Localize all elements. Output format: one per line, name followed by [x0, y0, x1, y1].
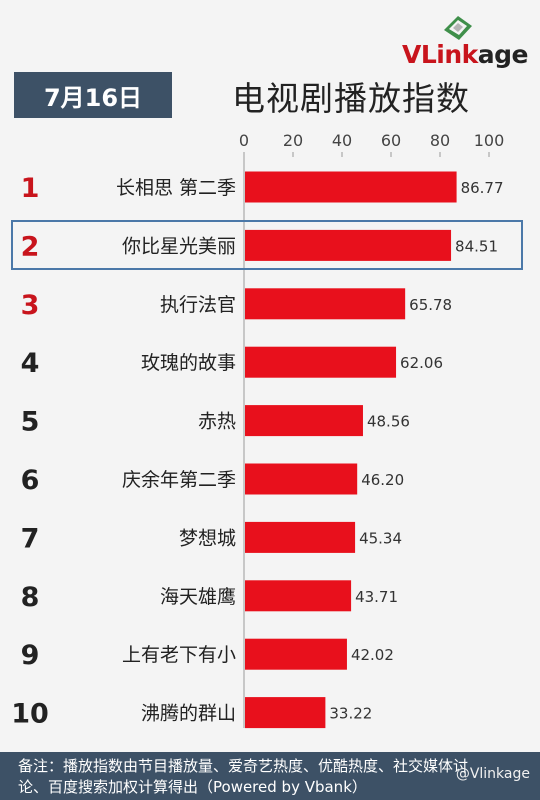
rank-number: 4 [21, 348, 40, 379]
value-label: 45.34 [359, 529, 402, 547]
bar [245, 171, 457, 203]
bar [245, 521, 356, 553]
x-tick-label: 0 [239, 131, 249, 150]
bar [245, 346, 397, 378]
value-label: 46.20 [361, 471, 404, 489]
chart-title: 电视剧播放指数 [232, 79, 470, 118]
x-tick-label: 100 [474, 131, 505, 150]
date-badge: 7月16日 [14, 72, 172, 118]
value-label: 84.51 [455, 237, 498, 255]
bar-chart: 0 20 40 60 80 100 1 长相思 第二季 86.77 2 你比星光美丽 84.51 3 执行… [11, 131, 505, 730]
logo-text: VLinkage [401, 40, 529, 69]
category-label: 海天雄鹰 [160, 586, 236, 608]
value-label: 65.78 [409, 296, 452, 314]
rank-number: 3 [21, 290, 40, 321]
rank-number: 5 [21, 407, 40, 438]
rank-number: 9 [21, 640, 40, 671]
bar [245, 288, 406, 320]
bar [245, 697, 326, 729]
category-label: 长相思 第二季 [116, 177, 236, 199]
category-label: 玫瑰的故事 [141, 352, 236, 374]
category-label: 上有老下有小 [122, 644, 236, 666]
category-label: 执行法官 [160, 294, 236, 316]
bar [245, 405, 363, 437]
value-label: 62.06 [400, 354, 443, 372]
rank-number: 6 [21, 465, 40, 496]
footnote-line-1: 备注：播放指数由节目播放量、爱奇艺热度、优酷热度、社交媒体讨 [18, 757, 469, 775]
rank-number: 1 [21, 173, 40, 204]
bar [245, 580, 352, 612]
footnote: 备注：播放指数由节目播放量、爱奇艺热度、优酷热度、社交媒体讨 论、百度搜索加权计… [0, 752, 540, 800]
category-label: 你比星光美丽 [122, 235, 236, 257]
value-label: 42.02 [351, 646, 394, 664]
value-label: 33.22 [329, 705, 372, 723]
footnote-line-2: 论、百度搜索加权计算得出（Powered by Vbank） [18, 778, 367, 796]
value-label: 43.71 [355, 588, 398, 606]
rank-number: 2 [21, 231, 40, 262]
bar [245, 463, 358, 495]
x-tick-label: 80 [430, 131, 450, 150]
category-label: 庆余年第二季 [122, 469, 236, 491]
rank-number: 8 [21, 582, 40, 613]
value-label: 86.77 [461, 179, 504, 197]
rank-number: 10 [11, 699, 49, 730]
brand-logo: VLinkage [402, 12, 529, 69]
x-tick-label: 20 [283, 131, 303, 150]
watermark: @Vlinkage [455, 766, 530, 782]
x-tick-label: 60 [381, 131, 401, 150]
category-label: 沸腾的群山 [141, 703, 236, 725]
category-label: 梦想城 [179, 527, 236, 549]
value-label: 48.56 [367, 413, 410, 431]
x-tick-label: 40 [332, 131, 352, 150]
bar [245, 638, 347, 670]
category-label: 赤热 [198, 411, 236, 433]
bar [245, 229, 452, 261]
logo-mark-icon [444, 16, 472, 40]
rank-number: 7 [21, 523, 40, 554]
